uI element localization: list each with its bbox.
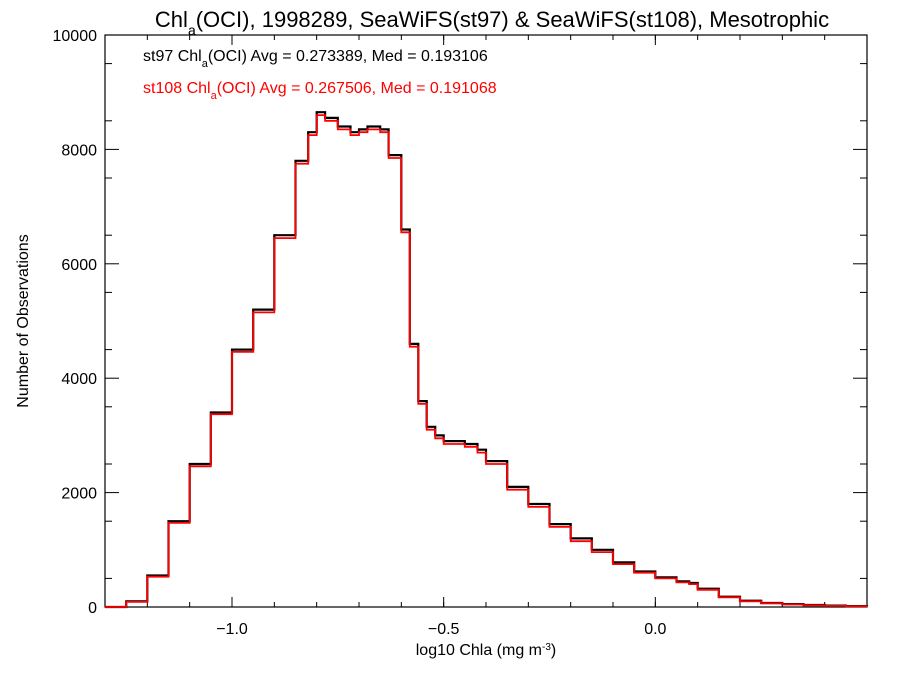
x-tick-label: −1.0 (216, 621, 248, 638)
y-tick-label: 6000 (61, 257, 97, 274)
series-line-st97 (105, 111, 869, 609)
legend-st108: st108 Chla(OCI) Avg = 0.267506, Med = 0.… (143, 80, 497, 102)
chart-title: Chla(OCI), 1998289, SeaWiFS(st97) & SeaW… (155, 7, 829, 38)
y-tick-label: 8000 (61, 142, 97, 159)
x-tick-label: 0.0 (644, 621, 666, 638)
plot-frame (104, 34, 868, 608)
y-tick-label: 4000 (61, 371, 97, 388)
series-group (105, 111, 869, 609)
x-tick-label: −0.5 (428, 621, 460, 638)
y-axis-label: Number of Observations (15, 234, 32, 407)
y-tick-label: 2000 (61, 486, 97, 503)
series-line-st108 (105, 114, 868, 608)
y-tick-label: 10000 (53, 28, 98, 45)
x-axis-label: log10 Chla (mg m-3) (416, 642, 557, 660)
axes: −1.0 −0.5 0.0 0 2000 4000 6000 8000 10000 (53, 28, 868, 638)
y-tick-label: 0 (88, 600, 97, 617)
legend-st97: st97 Chla(OCI) Avg = 0.273389, Med = 0.1… (143, 48, 488, 70)
